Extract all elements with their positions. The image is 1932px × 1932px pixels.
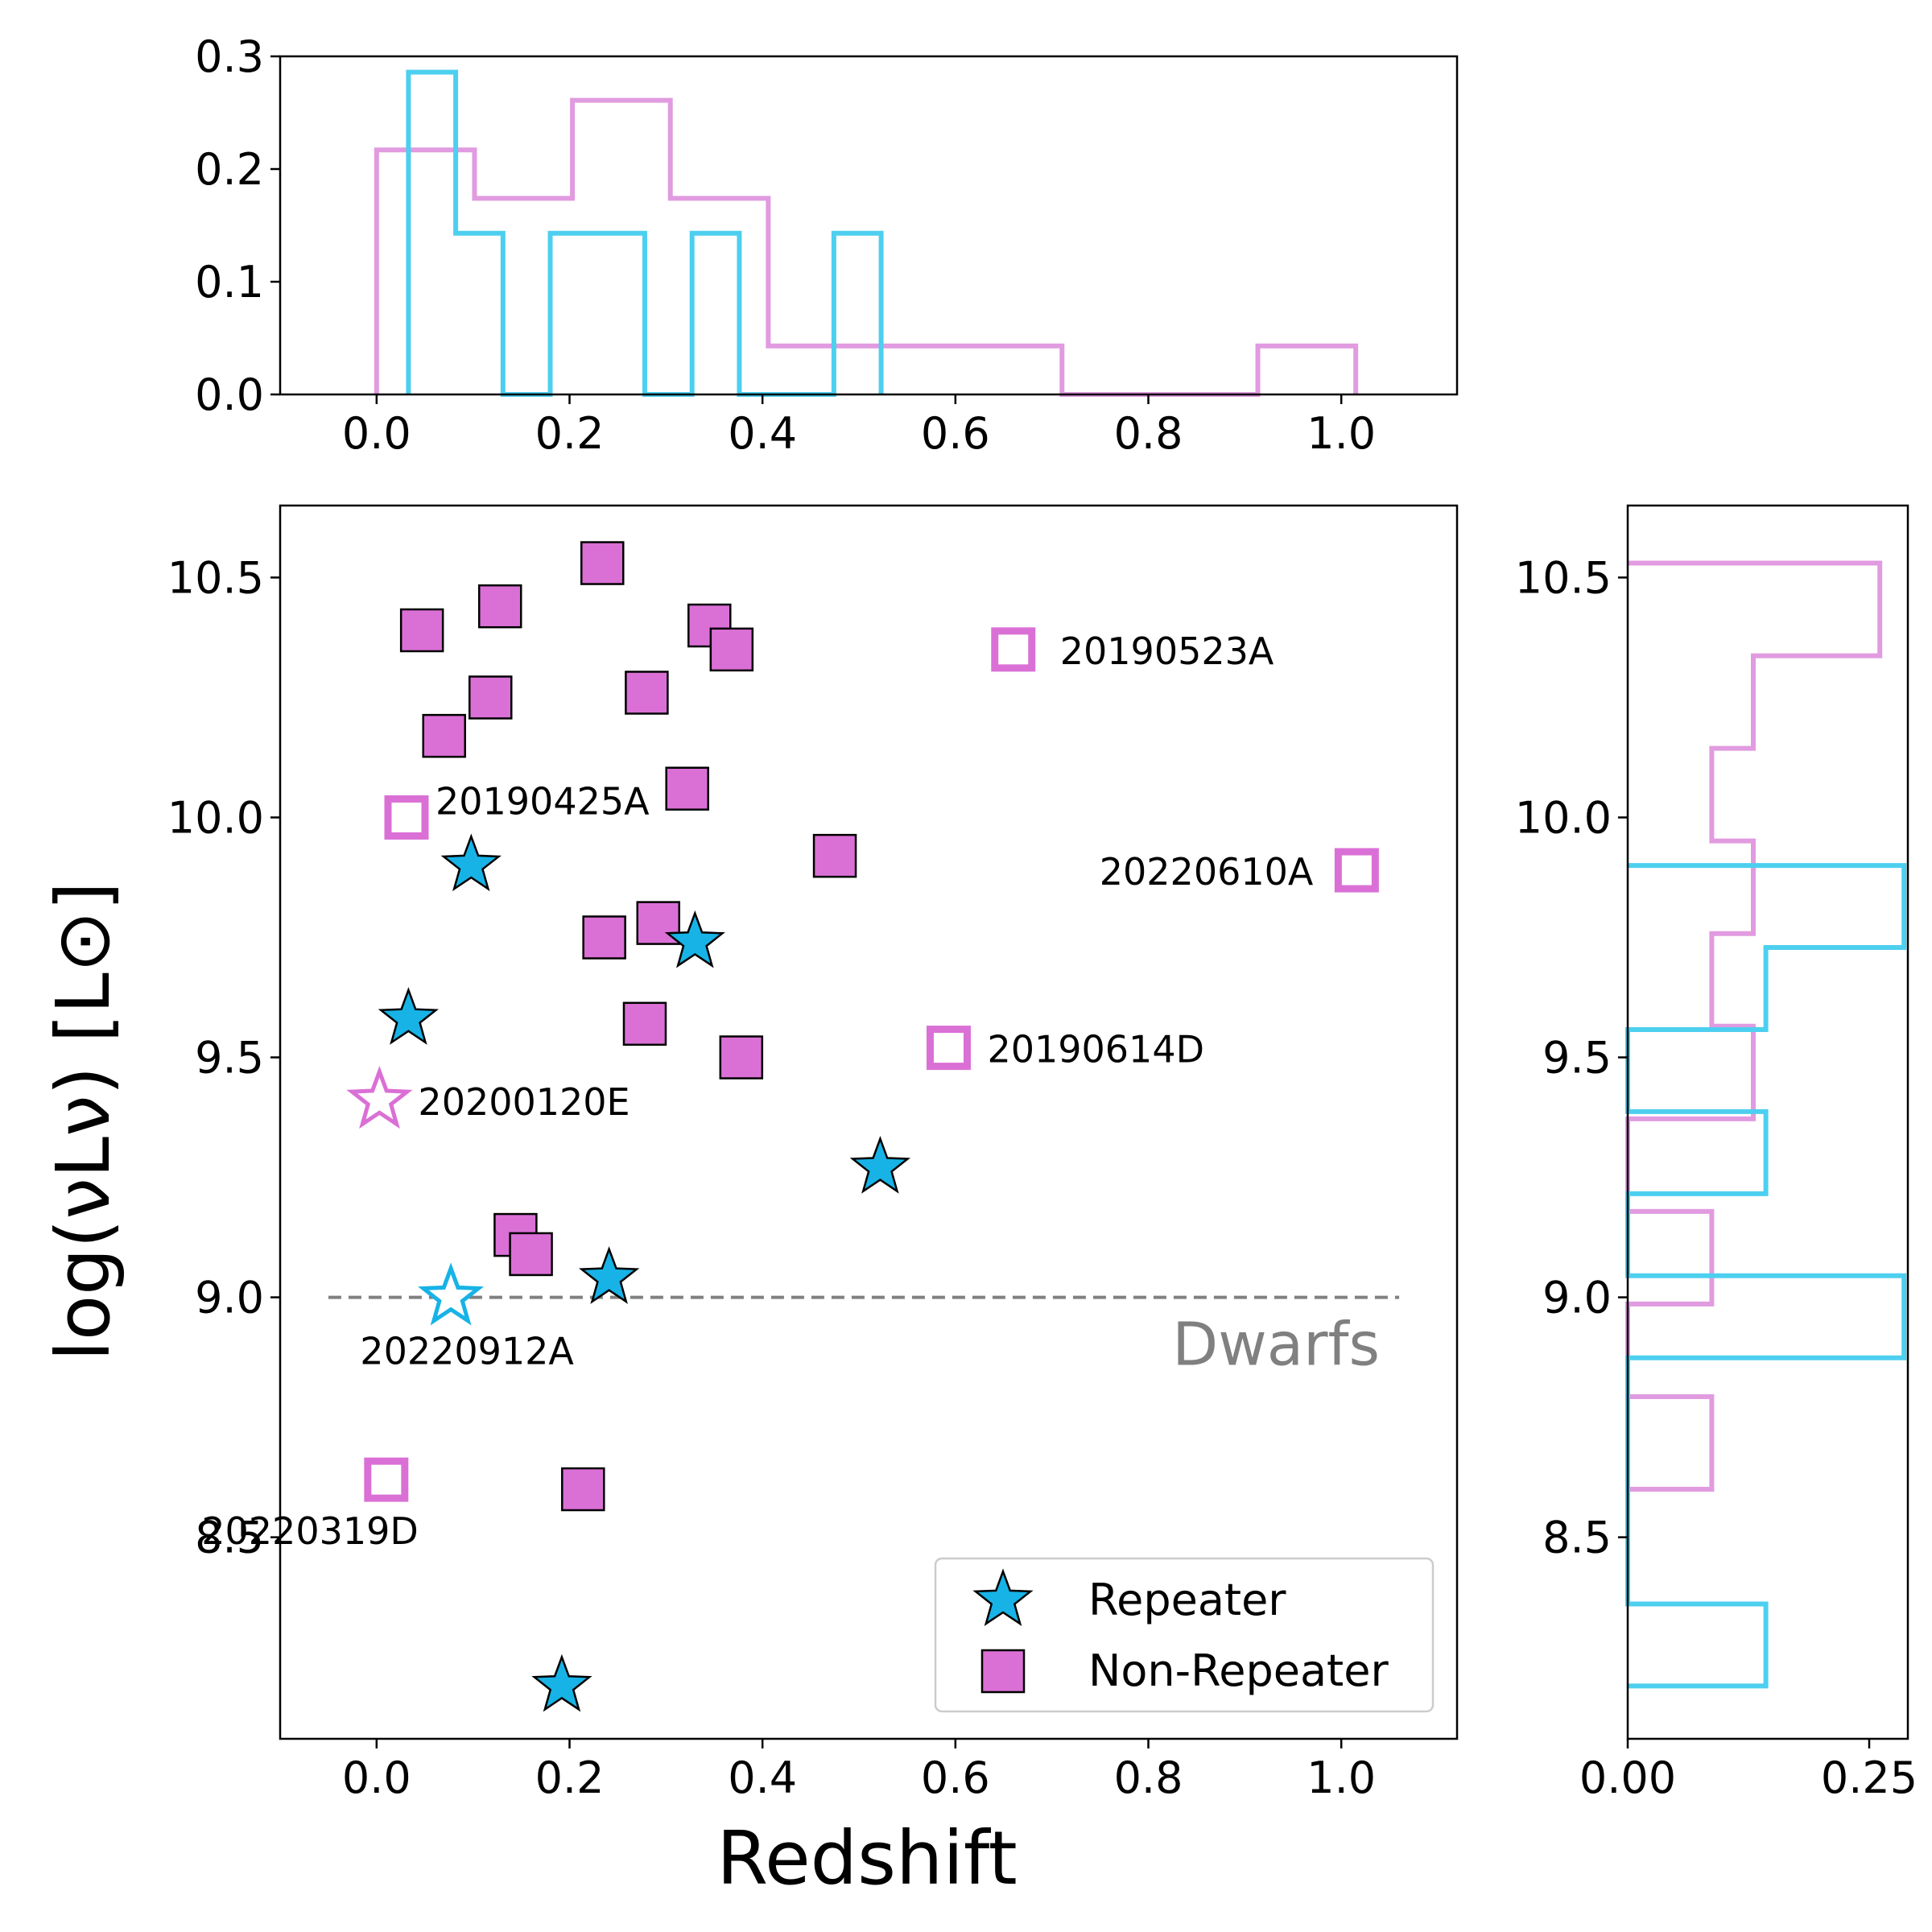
non-repeater-point	[709, 627, 754, 672]
x-axis-tick-label: 0.8	[1114, 1752, 1183, 1803]
x-axis-tick-label: 1.0	[1307, 1752, 1376, 1803]
right-histogram: 0.00 0.25 8.5 9.0 9.5 10.0 10.5	[1515, 504, 1918, 1803]
repeater-point	[664, 910, 725, 968]
right-hist-frame	[1626, 504, 1909, 1740]
right-hist-x-tick-label: 0.00	[1579, 1752, 1676, 1803]
x-axis-tick-label: 0.4	[728, 1752, 797, 1803]
repeater-point	[440, 833, 502, 892]
non-repeater-point	[665, 766, 709, 811]
non-repeater-open-point	[926, 1026, 971, 1071]
scatter-plot: 0.0 0.2 0.4 0.6 0.8 1.0 8.5 9.0 9.5 10.0 10.5 Dwarf…	[167, 504, 1459, 1803]
x-axis-tick-label: 0.6	[921, 1752, 990, 1803]
repeater-point	[378, 987, 440, 1045]
frb-label: 20190614D	[987, 1028, 1204, 1071]
top-hist-y-tick-label: 0.2	[195, 144, 264, 195]
non-repeater-point	[812, 833, 857, 878]
top-hist-non-repeater	[374, 97, 1359, 397]
repeater-point	[531, 1653, 592, 1712]
frb-label: 20200120E	[418, 1080, 630, 1124]
legend-box	[934, 1557, 1435, 1713]
top-hist-y-tick-label: 0.0	[195, 369, 264, 420]
legend-non-repeater-marker	[980, 1649, 1026, 1694]
non-repeater-point	[719, 1035, 764, 1080]
top-histogram: 0.0 0.2 0.4 0.6 0.8 1.0 0.0 0.1 0.2 0.3	[195, 31, 1459, 459]
x-axis-tick-label: 0.2	[535, 1752, 605, 1803]
frb-label: 20190523A	[1060, 630, 1274, 673]
frb-label: 20190425A	[436, 779, 650, 823]
legend-label-repeater: Repeater	[1088, 1575, 1286, 1625]
dwarfs-label: Dwarfs	[1172, 1311, 1380, 1380]
non-repeater-point	[509, 1232, 553, 1277]
top-hist-x-tick-label: 0.6	[921, 408, 990, 459]
non-repeater-point	[561, 1467, 605, 1512]
right-hist-y-tick-label: 9.0	[1542, 1273, 1612, 1323]
right-hist-y-tick-label: 10.0	[1515, 792, 1612, 843]
right-hist-repeater	[1625, 863, 1907, 1689]
non-repeater-point	[477, 584, 522, 629]
x-axis-title: Redshift	[716, 1815, 1017, 1901]
frb-label: 20220319D	[201, 1509, 419, 1553]
non-repeater-point	[422, 713, 466, 758]
right-hist-y-tick-label: 9.5	[1542, 1033, 1612, 1084]
top-hist-x-tick-label: 0.8	[1114, 408, 1183, 459]
repeater-open-point	[418, 1262, 485, 1326]
repeater-point	[849, 1135, 911, 1194]
y-axis-title: log(νLν) [L⊙]	[40, 881, 126, 1360]
y-axis-tick-label: 10.5	[167, 552, 264, 603]
non-repeater-point	[399, 608, 444, 653]
legend-label-non-repeater: Non-Repeater	[1088, 1645, 1389, 1696]
legend-repeater-marker	[972, 1568, 1034, 1627]
frb-label: 20220610A	[1100, 850, 1314, 894]
top-hist-x-tick-label: 0.2	[535, 408, 605, 459]
non-repeater-point	[468, 675, 513, 720]
non-repeater-open-point	[1334, 848, 1379, 893]
top-hist-x-tick-label: 0.0	[342, 408, 411, 459]
top-hist-y-tick-label: 0.1	[195, 257, 264, 308]
legend: Repeater Non-Repeater	[934, 1557, 1435, 1713]
non-repeater-point	[622, 1001, 667, 1046]
frb-label: 20220912A	[360, 1330, 574, 1373]
non-repeater-point	[580, 541, 625, 585]
right-hist-non-repeater	[1625, 560, 1883, 1492]
right-hist-y-tick-label: 10.5	[1515, 552, 1612, 603]
non-repeater-open-point	[364, 1457, 409, 1502]
non-repeater-open-point	[991, 627, 1036, 672]
top-hist-frame	[279, 55, 1459, 396]
non-repeater-open-point	[384, 795, 429, 840]
non-repeater-point	[625, 671, 669, 715]
y-axis-tick-label: 9.0	[195, 1273, 264, 1323]
repeater-point	[578, 1246, 640, 1304]
y-axis-tick-label: 8.5	[195, 1513, 264, 1563]
x-axis-tick-label: 0.0	[342, 1752, 411, 1803]
top-hist-x-tick-label: 0.4	[728, 408, 797, 459]
repeater-open-point	[346, 1065, 413, 1129]
y-axis-tick-label: 10.0	[167, 792, 264, 843]
right-hist-x-tick-label: 0.25	[1821, 1752, 1918, 1803]
right-hist-y-tick-label: 8.5	[1542, 1513, 1612, 1563]
top-hist-x-tick-label: 1.0	[1307, 408, 1376, 459]
scatter-frame	[279, 504, 1459, 1740]
non-repeater-point	[582, 915, 626, 960]
top-hist-y-tick-label: 0.3	[195, 31, 264, 82]
y-axis-tick-label: 9.5	[195, 1033, 264, 1084]
